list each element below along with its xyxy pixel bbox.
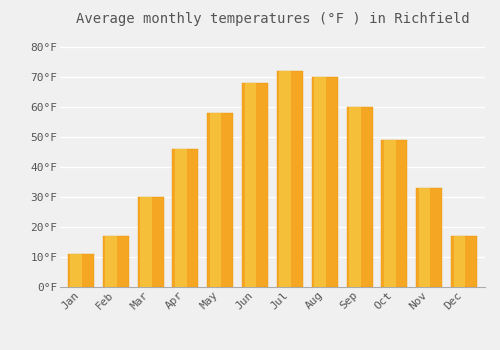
Bar [346, 107, 372, 287]
Bar [210, 113, 222, 287]
Bar [207, 113, 234, 287]
Bar [280, 71, 291, 287]
Bar [277, 71, 303, 287]
Bar [105, 236, 117, 287]
Bar [416, 188, 442, 287]
Bar [138, 197, 164, 287]
Bar [382, 140, 407, 287]
Bar [68, 254, 94, 287]
Bar [102, 236, 129, 287]
Bar [140, 197, 151, 287]
Bar [70, 254, 82, 287]
Bar [384, 140, 396, 287]
Bar [314, 77, 326, 287]
Bar [349, 107, 361, 287]
Bar [172, 149, 199, 287]
Bar [312, 77, 338, 287]
Title: Average monthly temperatures (°F ) in Richfield: Average monthly temperatures (°F ) in Ri… [76, 12, 469, 26]
Bar [175, 149, 186, 287]
Bar [418, 188, 430, 287]
Bar [454, 236, 466, 287]
Bar [242, 83, 268, 287]
Bar [244, 83, 256, 287]
Bar [451, 236, 477, 287]
